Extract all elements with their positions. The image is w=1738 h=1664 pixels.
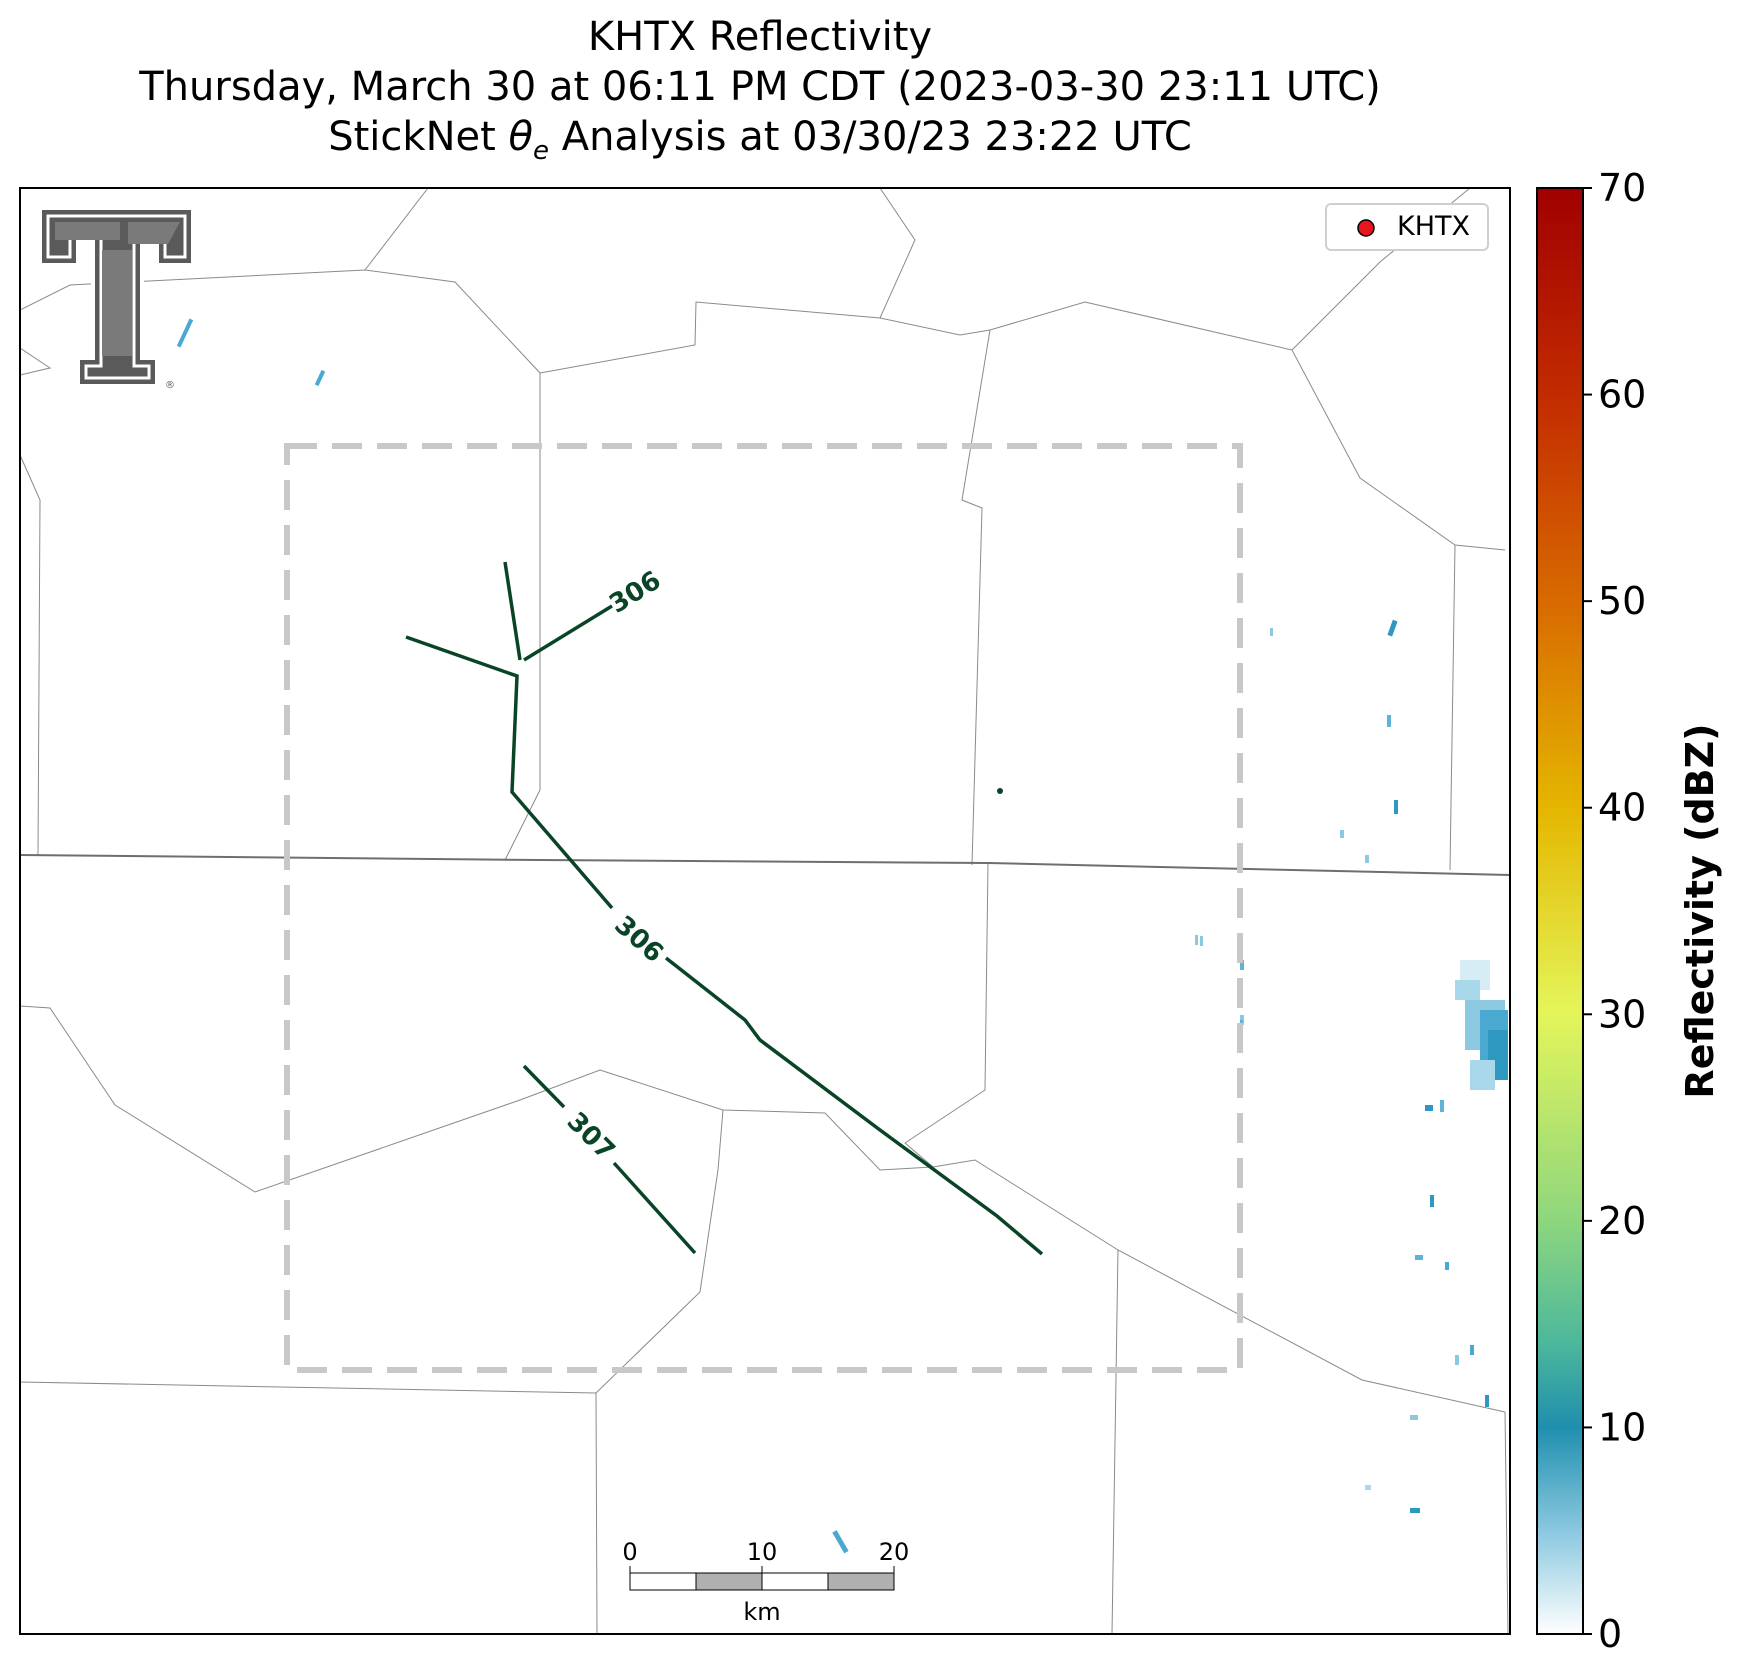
contour-line <box>522 1064 566 1109</box>
reflectivity-echo <box>1445 1262 1449 1270</box>
colorbar-label: Reflectivity (dBZ) <box>1678 723 1722 1098</box>
reflectivity-echo <box>1394 800 1398 814</box>
county-line <box>20 269 541 861</box>
county-line <box>20 454 41 856</box>
reflectivity-echo <box>1410 1415 1418 1420</box>
scale-bar-tick-label: 20 <box>879 1538 910 1566</box>
reflectivity-echo <box>1425 1105 1433 1111</box>
reflectivity-echo <box>1365 1485 1371 1490</box>
contour-line <box>503 561 522 661</box>
contour-line <box>997 788 1003 794</box>
scale-bar-segment <box>761 1572 829 1591</box>
county-line <box>879 188 916 319</box>
reflectivity-echo <box>1485 1395 1489 1407</box>
theta-e-contours <box>405 561 1044 1256</box>
reflectivity-echo <box>1387 715 1391 727</box>
legend[interactable]: KHTX <box>1325 203 1489 251</box>
reflectivity-echo <box>314 369 326 387</box>
map-panel[interactable]: 306 306 307 0 10 20 km ® <box>20 188 1510 1634</box>
reflectivity-echo <box>1410 1508 1420 1513</box>
county-line <box>1111 1249 1119 1634</box>
scale-bar: 0 10 20 km <box>622 1538 909 1626</box>
county-line <box>20 347 52 376</box>
county-line <box>364 188 429 271</box>
reflectivity-echo <box>176 318 194 348</box>
state-boundary-line <box>20 854 1510 876</box>
colorbar-gradient <box>1536 187 1584 1635</box>
title-line-1: KHTX Reflectivity <box>587 14 933 60</box>
colorbar-tick-label: 10 <box>1598 1405 1646 1449</box>
trademark-mark: ® <box>165 380 175 391</box>
county-line <box>1504 1411 1509 1634</box>
reflectivity-echo <box>1455 1355 1459 1365</box>
contour-line <box>612 1161 697 1255</box>
title-line-3: StickNet θe Analysis at 03/30/23 23:22 U… <box>328 114 1192 166</box>
reflectivity-echoes <box>176 318 1508 1554</box>
title-line-2: Thursday, March 30 at 06:11 PM CDT (2023… <box>139 64 1381 110</box>
colorbar-tick-label: 40 <box>1598 786 1646 830</box>
scale-bar-unit: km <box>743 1598 780 1626</box>
reflectivity-echo <box>1240 960 1244 970</box>
reflectivity-echo <box>1270 628 1273 636</box>
reflectivity-echo <box>1365 855 1369 863</box>
analysis-domain-box <box>284 443 1243 1373</box>
map-background <box>20 188 1510 1634</box>
county-line <box>1449 544 1456 871</box>
contour-line <box>664 956 1044 1256</box>
county-line <box>20 1109 724 1394</box>
colorbar-tick-label: 20 <box>1598 1199 1646 1243</box>
contour-line <box>523 604 613 662</box>
colorbar-tick-label: 0 <box>1598 1612 1622 1656</box>
reflectivity-echo <box>1440 1100 1444 1112</box>
reflectivity-echo <box>1470 1345 1474 1355</box>
county-line <box>961 329 991 866</box>
colorbar-tick-label: 70 <box>1598 166 1646 210</box>
reflectivity-echo <box>1387 619 1398 637</box>
reflectivity-echo <box>1415 1255 1423 1260</box>
colorbar-tick-label: 30 <box>1598 992 1646 1036</box>
reflectivity-echo <box>1200 936 1203 946</box>
scale-bar-tick-label: 10 <box>747 1538 778 1566</box>
reflectivity-echo <box>1195 935 1198 945</box>
colorbar-tick-label: 60 <box>1598 373 1646 417</box>
scale-bar-tick-label: 0 <box>622 1538 637 1566</box>
radar-site-marker <box>1357 219 1375 237</box>
reflectivity-echo <box>1470 1060 1495 1090</box>
legend-label: KHTX <box>1397 211 1470 242</box>
map-frame <box>19 187 1511 1635</box>
scale-bar-segment <box>629 1572 697 1591</box>
reflectivity-echo <box>1430 1195 1434 1207</box>
contour-line <box>405 635 614 910</box>
reflectivity-echo <box>1455 980 1480 1000</box>
legend-box <box>1325 203 1489 251</box>
reflectivity-echo <box>1340 830 1344 838</box>
reflectivity-echo <box>832 1530 849 1554</box>
colorbar-ticks: 0 10 20 30 40 50 60 70 <box>1583 166 1646 1656</box>
scale-bar-segment <box>827 1572 895 1591</box>
scale-bar-segment <box>695 1572 763 1591</box>
colorbar-tick-label: 50 <box>1598 579 1646 623</box>
colorbar: 0 10 20 30 40 50 60 70 Reflectivity (dBZ) <box>1536 166 1722 1656</box>
texas-tech-logo: ® <box>38 206 195 391</box>
county-line <box>595 1392 598 1634</box>
